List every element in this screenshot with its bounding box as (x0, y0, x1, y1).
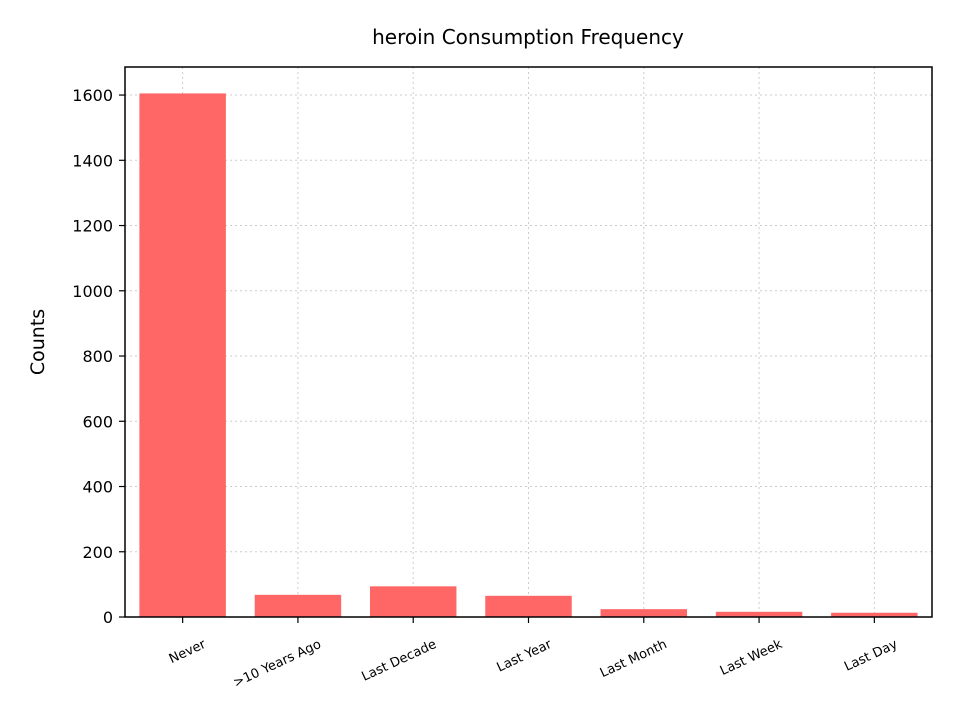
bar (139, 93, 226, 618)
bar (254, 594, 342, 617)
y-tick-label: 1000 (72, 282, 113, 301)
bar (831, 612, 918, 617)
bar (715, 611, 803, 617)
y-tick-label: 600 (82, 412, 113, 431)
bar (485, 595, 572, 617)
bars (139, 93, 918, 618)
y-axis-label: Counts (27, 309, 49, 375)
y-tick-label: 1400 (72, 151, 113, 170)
chart-title: heroin Consumption Frequency (372, 25, 684, 49)
y-tick-label: 200 (82, 543, 113, 562)
y-tick-label: 800 (82, 347, 113, 366)
bar (600, 609, 688, 617)
y-tick-label: 1600 (72, 86, 113, 105)
y-tick-label: 0 (103, 608, 113, 627)
y-tick-label: 1200 (72, 217, 113, 236)
bar (369, 586, 457, 617)
y-tick-label: 400 (82, 478, 113, 497)
y-axis-ticks: 0 200 400 600 800 1000 1200 1400 1600 (72, 86, 125, 627)
